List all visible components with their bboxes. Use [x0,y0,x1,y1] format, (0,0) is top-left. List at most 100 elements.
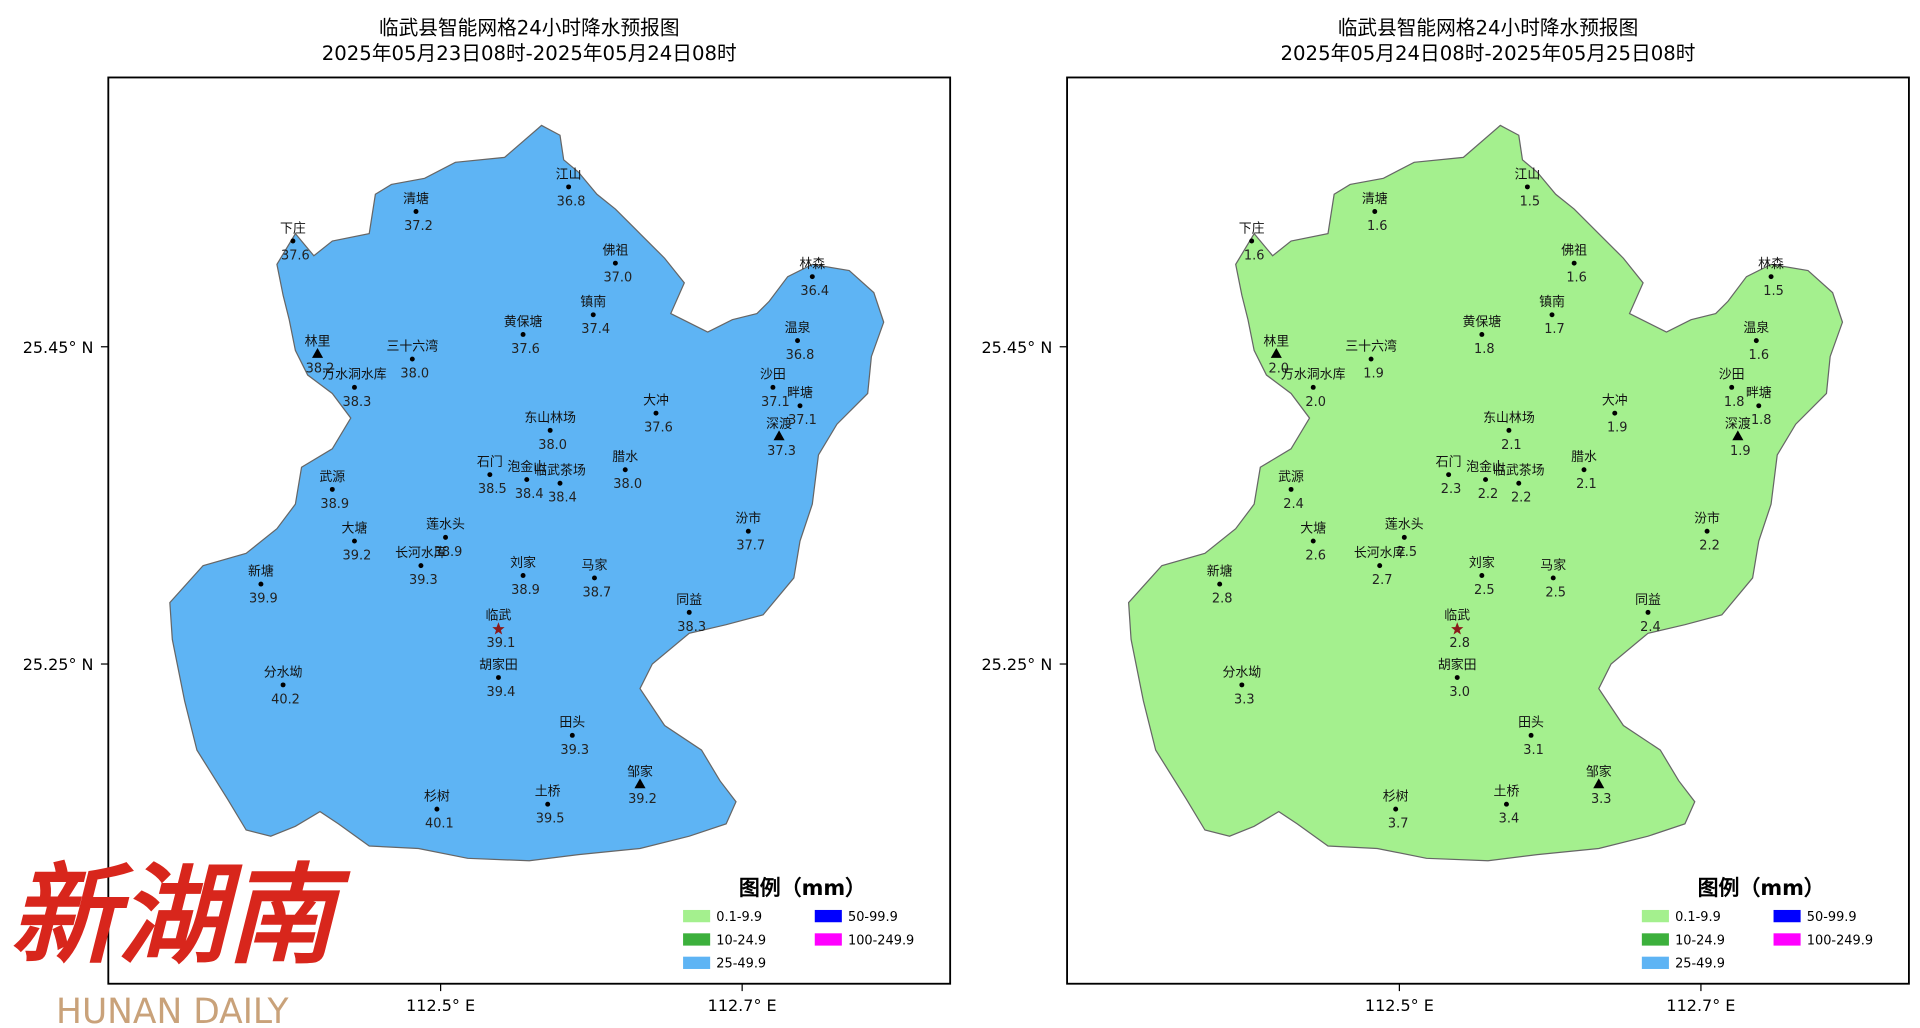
lat-label: 25.45° N [23,338,94,357]
station-marker [409,356,415,362]
station-marker [1768,274,1774,280]
station-value: 1.6 [1748,348,1769,363]
station-marker [1217,581,1223,587]
station-value: 2.1 [1501,438,1522,453]
station-value: 38.9 [434,545,463,560]
lat-label: 25.25° N [981,655,1052,674]
station-marker [1704,528,1710,534]
station-marker [1377,563,1383,569]
station-marker [1550,575,1556,581]
station-value: 36.4 [800,284,829,299]
station-value: 37.6 [644,421,673,436]
station-marker [520,332,526,337]
station-value: 39.2 [343,549,372,564]
station-value: 2.0 [1268,362,1289,377]
station-name: 万水洞水库 [1281,367,1346,383]
station-value: 1.7 [1544,322,1565,337]
station-name: 下庄 [280,220,306,236]
station-marker [773,430,785,441]
station-name: 江山 [556,167,582,182]
station-name: 莲水头 [426,518,465,533]
station-value: 36.8 [557,194,586,209]
station-name: 长河水库 [395,545,447,561]
station-value: 38.4 [515,487,544,502]
station-name: 东山林场 [524,411,576,426]
station-value: 1.9 [1607,421,1628,436]
station-marker [418,563,424,569]
station-marker [1249,238,1255,244]
station-name: 分水坳 [1222,665,1261,680]
station-marker [1446,472,1452,478]
station-name: 三十六湾 [1345,338,1397,354]
station-value: 2.6 [1305,549,1326,564]
station-value: 39.3 [409,573,438,588]
station-name: 镇南 [580,294,606,310]
station-marker [1288,486,1294,492]
station-value: 2.7 [1372,573,1393,588]
legend-label: 100-249.9 [1807,933,1873,948]
station-marker [622,467,628,473]
station-name: 温泉 [1743,320,1769,336]
station-marker [1581,467,1587,473]
station-name: 刘家 [510,555,536,571]
station-value: 1.9 [1363,367,1384,382]
station-name: 邹家 [627,764,653,780]
station-marker [1393,806,1399,812]
station-marker [1729,384,1735,390]
station-name: 田头 [559,716,585,731]
station-name: 杉树 [424,790,450,805]
legend-label: 0.1-9.9 [716,910,762,925]
station-value: 1.8 [1751,413,1772,428]
station-name: 林森 [1758,257,1784,272]
station-value: 2.2 [1511,491,1532,506]
station-marker [1549,312,1555,318]
legend-title: 图例（mm） [1698,876,1825,900]
station-value: 3.3 [1591,792,1612,807]
station-name: 杉树 [1383,790,1409,805]
station-marker [1753,338,1759,344]
station-marker [496,675,501,681]
station-marker [1310,384,1316,390]
station-name: 临武 [1444,609,1470,624]
map-subtitle: 2025年05月24日08时-2025年05月25日08时 [1281,42,1696,65]
station-value: 2.4 [1640,620,1661,635]
station-marker [770,384,776,390]
station-name: 佛祖 [1561,244,1587,259]
legend-label: 50-99.9 [1807,910,1857,925]
legend-swatch [683,909,711,923]
legend-label: 50-99.9 [848,910,898,925]
watermark-brand: HUNAN DAILY [56,992,289,1028]
station-marker [1528,732,1534,738]
legend-swatch [683,933,711,946]
station-value: 37.4 [581,322,610,337]
station-value: 40.2 [271,692,300,707]
station-value: 39.1 [487,636,516,651]
station-marker [290,238,296,244]
station-name: 临武茶场 [1493,463,1545,479]
station-name: 同益 [676,593,702,608]
station-value: 37.1 [761,395,790,410]
station-name: 黄保塘 [504,314,543,330]
station-marker [1454,675,1460,681]
station-value: 2.2 [1478,487,1499,502]
station-name: 胡家田 [479,657,518,673]
station-value: 2.8 [1212,592,1233,607]
station-name: 下庄 [1239,220,1265,236]
legend-swatch [1641,956,1669,969]
legend-label: 0.1-9.9 [1675,910,1721,925]
station-marker [413,209,419,214]
station-name: 新塘 [1207,563,1233,579]
station-value: 1.5 [1520,194,1541,209]
station-marker [1732,430,1744,441]
legend-label: 100-249.9 [848,933,914,948]
station-value: 39.5 [536,812,565,827]
station-value: 38.0 [613,477,642,492]
station-value: 39.4 [487,685,516,700]
station-marker [1756,403,1762,409]
station-value: 1.5 [1763,284,1784,299]
station-value: 3.0 [1449,685,1470,700]
station-value: 37.7 [736,539,765,554]
station-name: 温泉 [785,320,811,336]
station-marker [312,347,324,358]
